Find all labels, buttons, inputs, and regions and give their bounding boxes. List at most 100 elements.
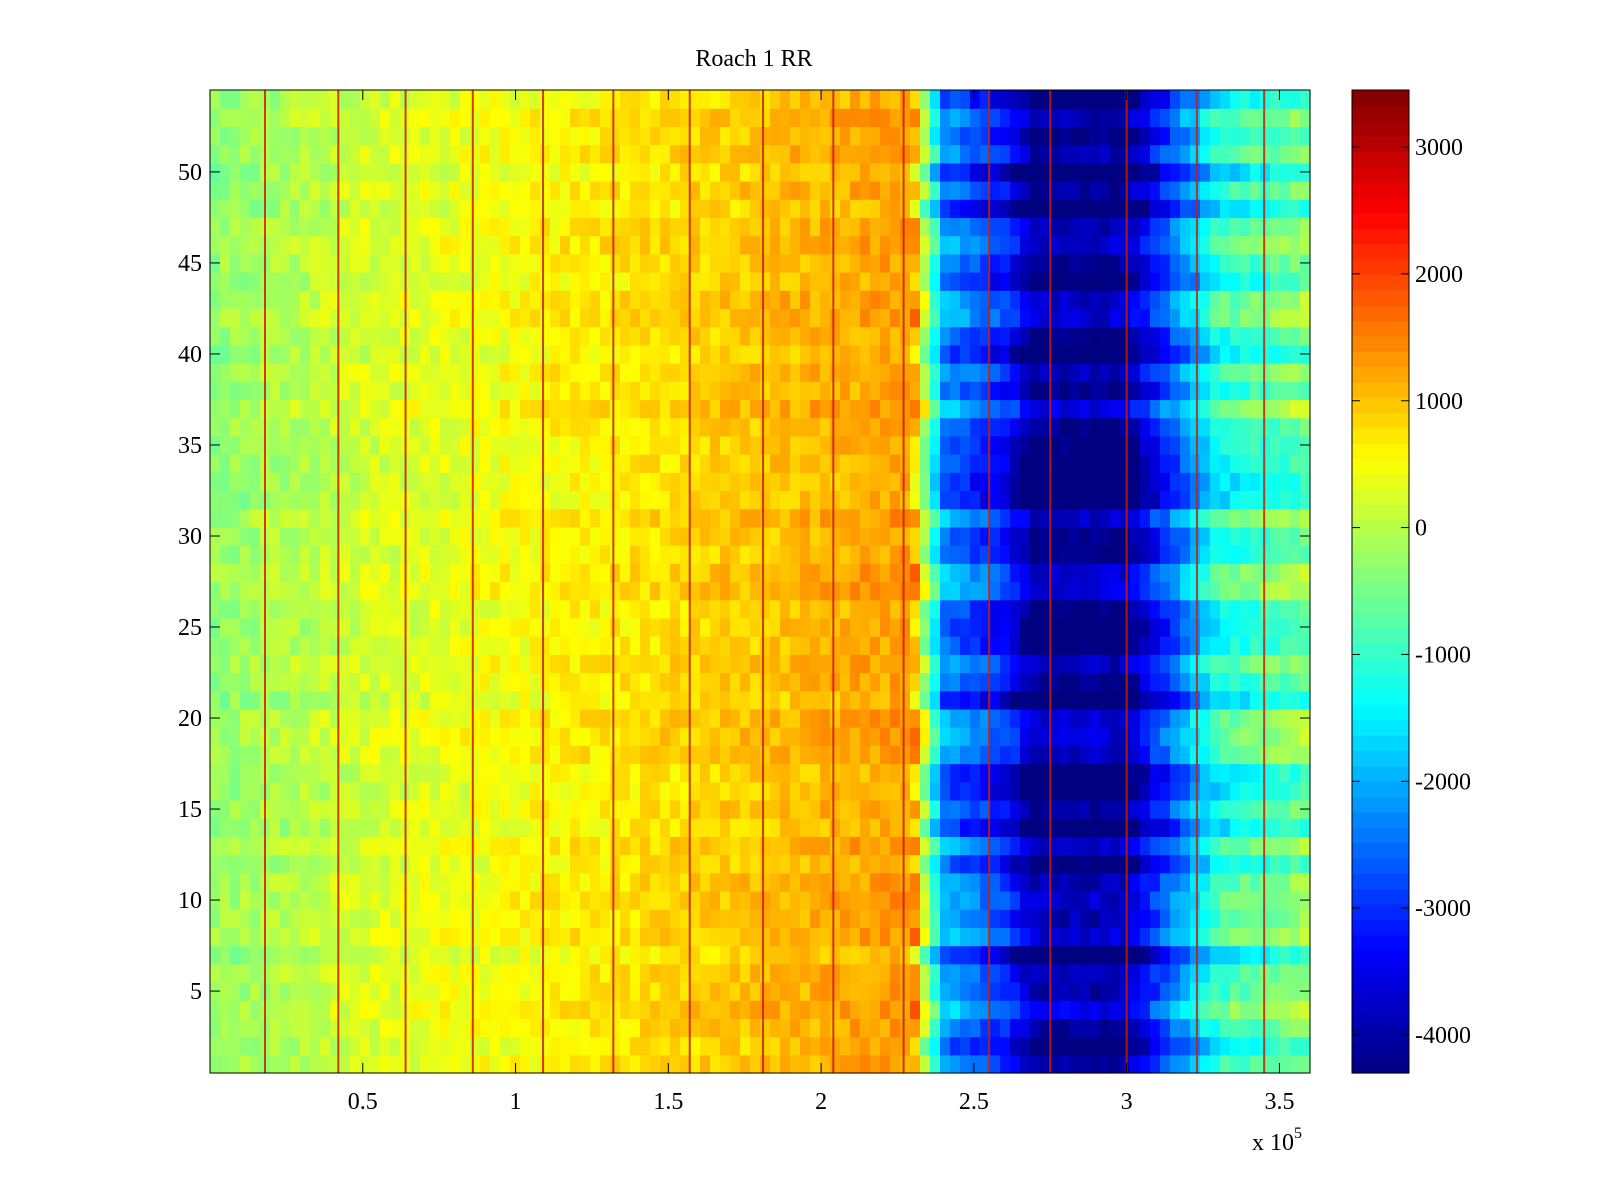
heatmap-cell (570, 981, 581, 1001)
heatmap-cell (310, 253, 321, 273)
heatmap-cell (640, 563, 651, 583)
heatmap-cell (950, 1000, 961, 1019)
heatmap-cell (420, 872, 431, 892)
heatmap-cell (1160, 581, 1171, 601)
heatmap-cell (430, 963, 441, 983)
heatmap-cell (1080, 1018, 1091, 1038)
heatmap-cell (780, 818, 791, 837)
heatmap-cell (1270, 490, 1281, 510)
heatmap-cell (1070, 326, 1081, 346)
heatmap-cell (730, 599, 741, 619)
heatmap-cell (1210, 545, 1221, 564)
heatmap-cell (320, 399, 331, 419)
heatmap-cell (490, 454, 501, 473)
heatmap-cell (1190, 781, 1201, 801)
heatmap-cell (1130, 253, 1141, 273)
heatmap-cell (510, 454, 521, 473)
heatmap-cell (1230, 490, 1241, 510)
heatmap-cell (220, 654, 231, 674)
heatmap-cell (1010, 963, 1021, 983)
heatmap-cell (620, 890, 631, 910)
heatmap-cell (430, 1000, 441, 1019)
heatmap-cell (360, 563, 371, 583)
heatmap-cell (680, 563, 691, 583)
heatmap-cell (1120, 763, 1131, 783)
heatmap-cell (710, 454, 721, 473)
heatmap-cell (990, 417, 1001, 437)
heatmap-cell (840, 308, 851, 328)
heatmap-cell (450, 1036, 461, 1056)
heatmap-cell (1280, 1018, 1291, 1038)
heatmap-cell (980, 672, 991, 692)
heatmap-cell (530, 472, 541, 492)
heatmap-cell (890, 963, 901, 983)
heatmap-cell (1080, 745, 1091, 765)
heatmap-cell (1260, 435, 1271, 455)
heatmap-cell (890, 617, 901, 637)
heatmap-cell (610, 872, 621, 892)
heatmap-cell (440, 690, 451, 710)
heatmap-cell (500, 290, 511, 310)
heatmap-cell (820, 344, 831, 364)
heatmap-cell (720, 417, 731, 437)
heatmap-cell (830, 690, 841, 710)
heatmap-cell (1090, 1036, 1101, 1056)
heatmap-cell (980, 1018, 991, 1038)
heatmap-cell (630, 472, 641, 492)
heatmap-cell (1040, 745, 1051, 765)
heatmap-cell (740, 490, 751, 510)
heatmap-cell (390, 235, 401, 255)
heatmap-cell (890, 836, 901, 856)
heatmap-cell (470, 253, 481, 273)
heatmap-cell (250, 1018, 261, 1038)
heatmap-cell (1210, 1000, 1221, 1019)
heatmap-cell (590, 599, 601, 619)
heatmap-cell (370, 235, 381, 255)
heatmap-cell (1000, 1036, 1011, 1056)
heatmap-cell (750, 490, 761, 510)
heatmap-cell (1180, 253, 1191, 273)
heatmap-cell (710, 727, 721, 746)
heatmap-cell (750, 526, 761, 546)
heatmap-cell (1070, 344, 1081, 364)
heatmap-cell (1260, 981, 1271, 1001)
heatmap-cell (910, 472, 921, 492)
heatmap-cell (1290, 763, 1301, 783)
heatmap-cell (910, 308, 921, 328)
heatmap-cell (550, 472, 561, 492)
heatmap-cell (970, 654, 981, 674)
heatmap-cell (900, 454, 911, 473)
heatmap-cell (1070, 636, 1081, 655)
heatmap-cell (780, 781, 791, 801)
heatmap-cell (1270, 636, 1281, 655)
heatmap-cell (1050, 454, 1061, 473)
heatmap-cell (420, 563, 431, 583)
heatmap-cell (690, 344, 701, 364)
heatmap-cell (1020, 526, 1031, 546)
heatmap-cell (670, 454, 681, 473)
heatmap-cell (690, 435, 701, 455)
heatmap-cell (720, 454, 731, 473)
heatmap-cell (740, 563, 751, 583)
heatmap-cell (910, 981, 921, 1001)
heatmap-cell (600, 963, 611, 983)
heatmap-cell (460, 672, 471, 692)
heatmap-cell (290, 381, 301, 401)
heatmap-cell (1090, 872, 1101, 892)
heatmap-cell (420, 799, 431, 819)
heatmap-cell (790, 1018, 801, 1038)
heatmap-cell (770, 308, 781, 328)
heatmap-cell (710, 672, 721, 692)
heatmap-cell (980, 290, 991, 310)
heatmap-cell (590, 909, 601, 928)
heatmap-cell (1020, 672, 1031, 692)
heatmap-cell (950, 745, 961, 765)
heatmap-cell (250, 872, 261, 892)
heatmap-cell (800, 581, 811, 601)
heatmap-cell (800, 308, 811, 328)
heatmap-cell (950, 381, 961, 401)
heatmap-cell (670, 526, 681, 546)
heatmap-cell (740, 927, 751, 947)
heatmap-cell (640, 654, 651, 674)
heatmap-cell (610, 799, 621, 819)
